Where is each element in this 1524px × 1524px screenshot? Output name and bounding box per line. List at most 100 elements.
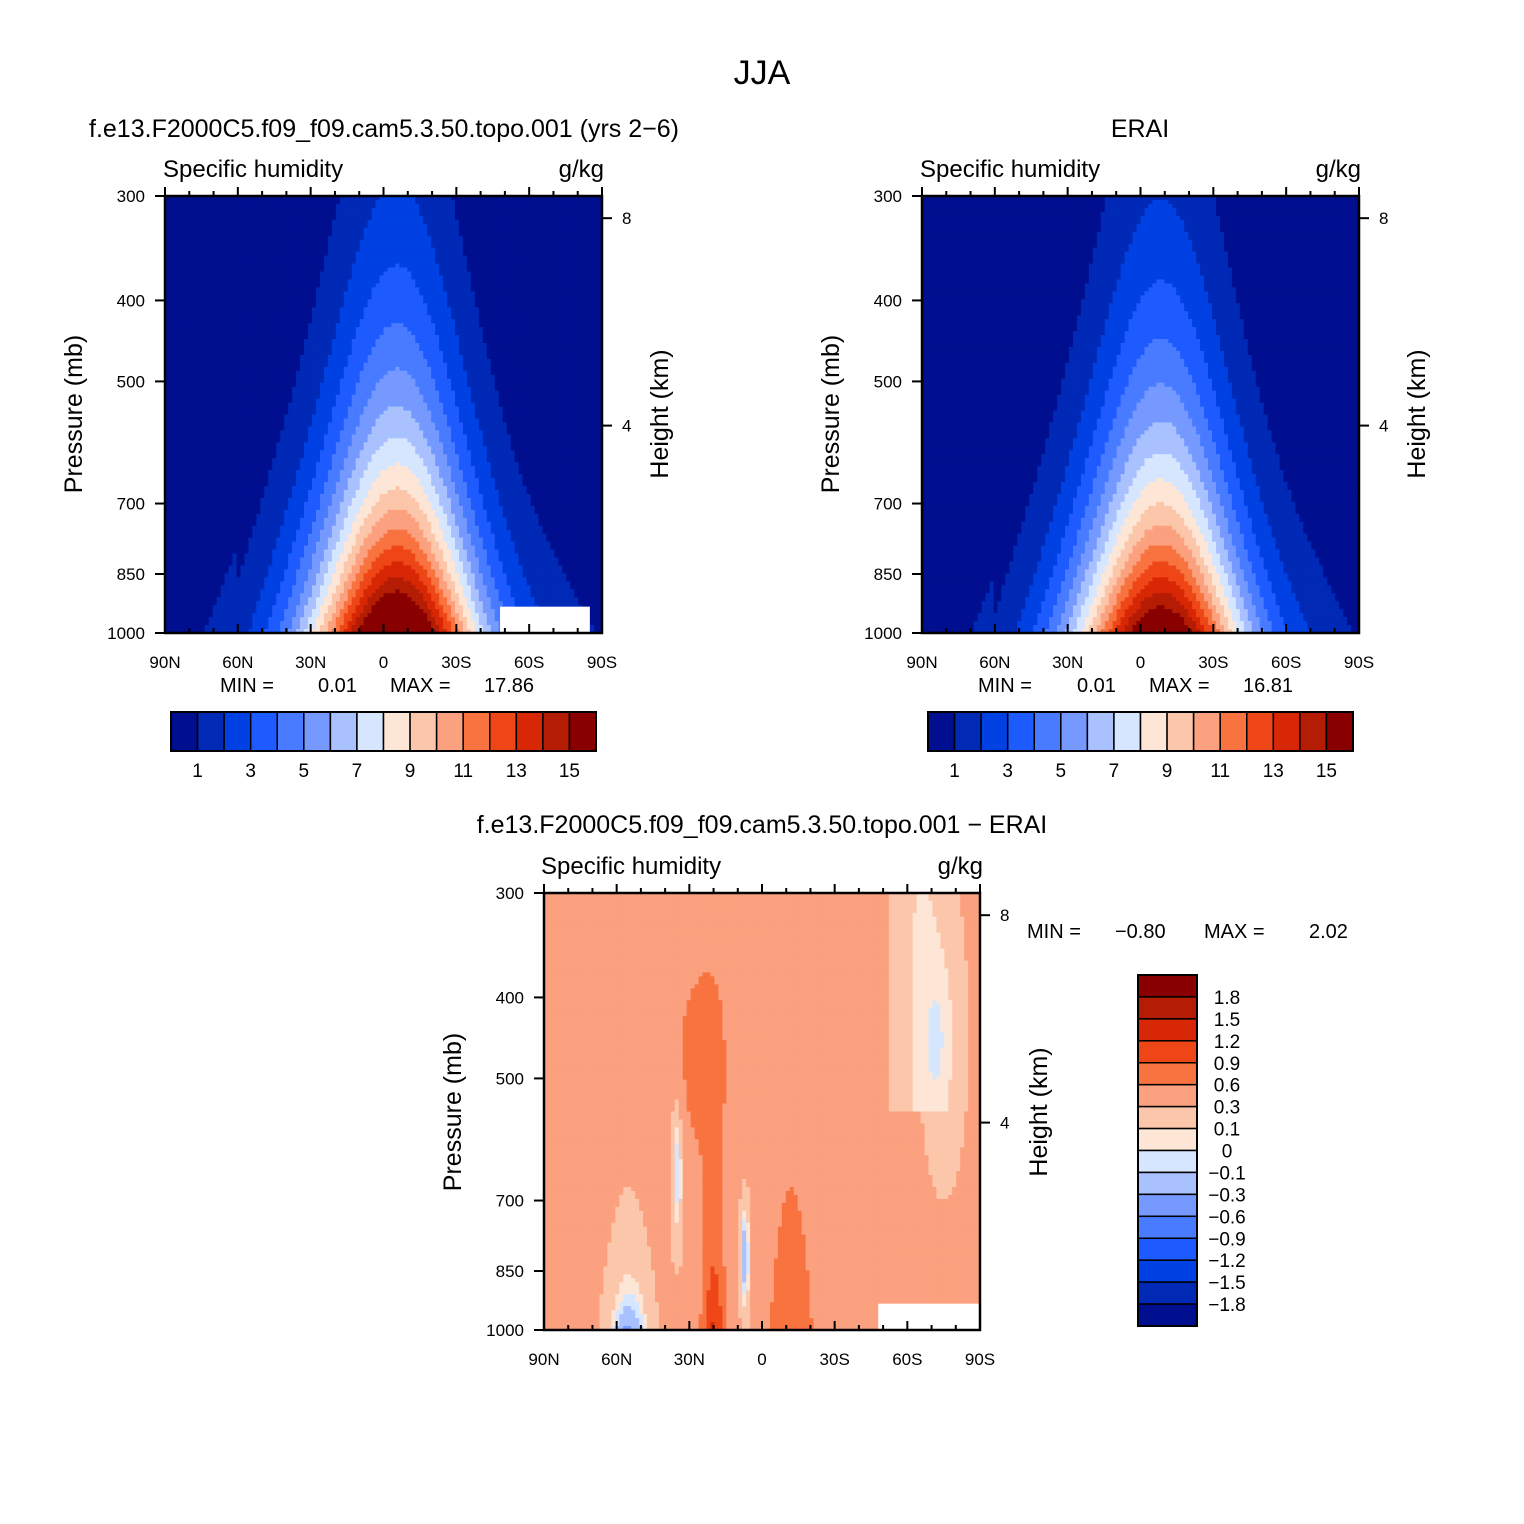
heatmap-cell: [471, 236, 476, 241]
heatmap-cell: [237, 323, 242, 328]
heatmap-cell: [463, 275, 468, 280]
heatmap-cell: [217, 299, 222, 304]
heatmap-cell: [201, 216, 206, 221]
heatmap-cell: [240, 299, 245, 304]
heatmap-cell: [530, 212, 535, 217]
heatmap-cell: [391, 212, 396, 217]
heatmap-cell: [395, 240, 400, 245]
heatmap-cell: [229, 275, 234, 280]
heatmap-cell: [415, 244, 420, 249]
heatmap-cell: [225, 256, 230, 261]
heatmap-cell: [189, 228, 194, 233]
heatmap-cell: [292, 319, 297, 324]
heatmap-cell: [483, 327, 488, 332]
heatmap-cell: [511, 319, 516, 324]
heatmap-cell: [292, 200, 297, 205]
heatmap-cell: [344, 335, 349, 340]
heatmap-cell: [507, 248, 512, 253]
heatmap-cell: [487, 319, 492, 324]
heatmap-cell: [340, 307, 345, 312]
heatmap-cell: [260, 260, 265, 265]
heatmap-cell: [173, 208, 178, 213]
heatmap-cell: [459, 283, 464, 288]
heatmap-cell: [459, 224, 464, 229]
heatmap-cell: [221, 240, 226, 245]
heatmap-cell: [372, 295, 377, 300]
heatmap-cell: [455, 236, 460, 241]
heatmap-cell: [407, 228, 412, 233]
heatmap-cell: [447, 240, 452, 245]
heatmap-cell: [340, 323, 345, 328]
heatmap-cell: [384, 200, 389, 205]
heatmap-cell: [387, 283, 392, 288]
heatmap-cell: [459, 232, 464, 237]
heatmap-cell: [491, 252, 496, 257]
heatmap-cell: [503, 204, 508, 209]
heatmap-cell: [368, 236, 373, 241]
heatmap-cell: [177, 299, 182, 304]
heatmap-cell: [360, 220, 365, 225]
heatmap-cell: [356, 204, 361, 209]
heatmap-cell: [586, 319, 591, 324]
heatmap-cell: [427, 248, 432, 253]
heatmap-cell: [546, 212, 551, 217]
heatmap-cell: [320, 212, 325, 217]
heatmap-cell: [459, 287, 464, 292]
heatmap-cell: [237, 248, 242, 253]
heatmap-cell: [372, 208, 377, 213]
heatmap-cell: [280, 220, 285, 225]
heatmap-cell: [570, 244, 575, 249]
heatmap-cell: [336, 307, 341, 312]
heatmap-cell: [260, 291, 265, 296]
heatmap-cell: [558, 248, 563, 253]
heatmap-cell: [252, 216, 257, 221]
heatmap-cell: [495, 268, 500, 273]
heatmap-cell: [479, 271, 484, 276]
heatmap-cell: [471, 228, 476, 233]
heatmap-cell: [527, 319, 532, 324]
heatmap-cell: [213, 268, 218, 273]
heatmap-cell: [276, 279, 281, 284]
heatmap-cell: [574, 244, 579, 249]
heatmap-cell: [403, 287, 408, 292]
heatmap-cell: [387, 287, 392, 292]
heatmap-cell: [328, 236, 333, 241]
heatmap-cell: [225, 204, 230, 209]
heatmap-cell: [380, 220, 385, 225]
heatmap-cell: [483, 319, 488, 324]
heatmap-cell: [419, 291, 424, 296]
heatmap-cell: [233, 319, 238, 324]
heatmap-cell: [304, 311, 309, 316]
heatmap-cell: [364, 248, 369, 253]
heatmap-cell: [594, 212, 599, 217]
heatmap-cell: [439, 271, 444, 276]
heatmap-cell: [447, 279, 452, 284]
heatmap-cell: [360, 208, 365, 213]
heatmap-cell: [252, 291, 257, 296]
heatmap-cell: [201, 331, 206, 336]
heatmap-cell: [590, 307, 595, 312]
heatmap-cell: [173, 319, 178, 324]
heatmap-cell: [225, 331, 230, 336]
heatmap-cell: [570, 319, 575, 324]
heatmap-cell: [407, 236, 412, 241]
heatmap-cell: [542, 327, 547, 332]
heatmap-cell: [181, 204, 186, 209]
heatmap-cell: [324, 248, 329, 253]
heatmap-cell: [455, 287, 460, 292]
heatmap-cell: [511, 208, 516, 213]
heatmap-cell: [538, 232, 543, 237]
heatmap-cell: [451, 331, 456, 336]
heatmap-cell: [546, 271, 551, 276]
heatmap-cell: [578, 327, 583, 332]
heatmap-cell: [491, 256, 496, 261]
heatmap-cell: [256, 244, 261, 249]
heatmap-cell: [550, 323, 555, 328]
heatmap-cell: [538, 271, 543, 276]
heatmap-cell: [173, 232, 178, 237]
heatmap-cell: [439, 220, 444, 225]
heatmap-cell: [376, 291, 381, 296]
heatmap-cell: [276, 307, 281, 312]
heatmap-cell: [205, 204, 210, 209]
heatmap-cell: [582, 244, 587, 249]
